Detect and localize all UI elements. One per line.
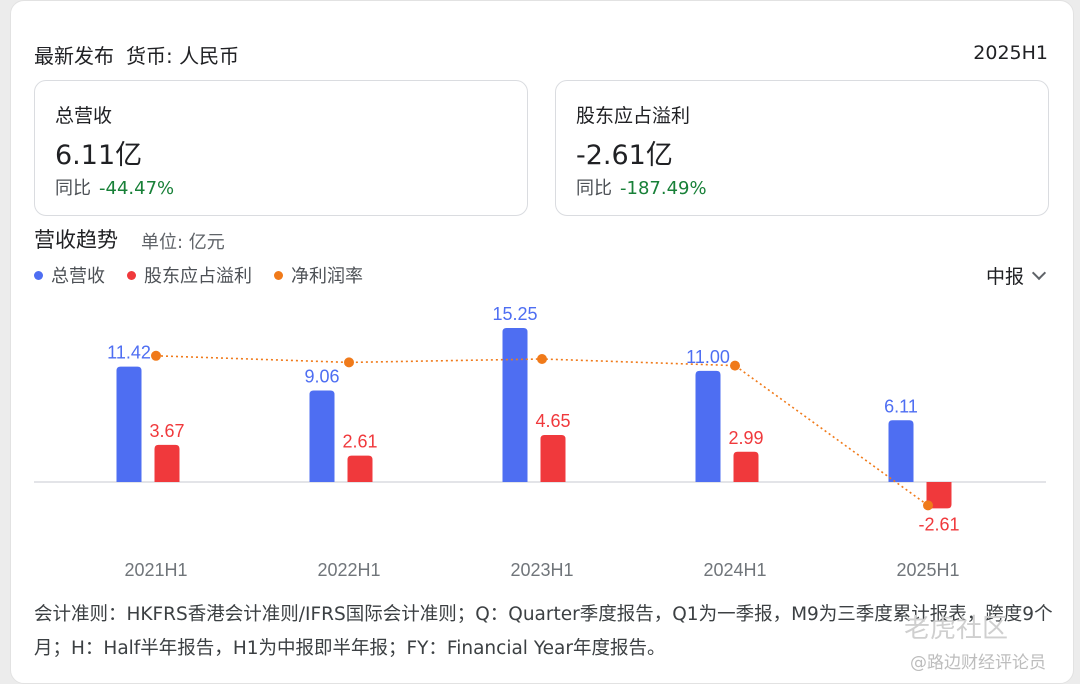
report-period: 2025H1 — [973, 42, 1048, 64]
watermark-logo: 老虎社区 — [904, 614, 1009, 644]
footnote: 会计准则：HKFRS香港会计准则/IFRS国际会计准则；Q：Quarter季度报… — [34, 604, 1053, 659]
section-title: 营收趋势 — [34, 228, 118, 252]
legend-label: 净利润率 — [291, 266, 363, 287]
legend-item-revenue[interactable]: 总营收 — [34, 262, 105, 288]
metric-value: 6.11亿 — [55, 140, 143, 171]
x-tick-label: 2021H1 — [124, 560, 187, 580]
legend-item-margin[interactable]: 净利润率 — [274, 262, 363, 288]
header-title-row: 最新发布 货币: 人民币 — [34, 40, 239, 69]
metric-card-profit[interactable]: 股东应占溢利 -2.61亿 同比 -187.49% — [555, 80, 1049, 216]
bar-profit — [154, 444, 180, 482]
yoy-label: 同比 — [55, 178, 91, 199]
yoy-label: 同比 — [576, 178, 612, 199]
data-label-revenue: 11.00 — [686, 347, 730, 367]
chevron-down-icon — [1031, 265, 1047, 280]
metric-yoy: 同比 -187.49% — [576, 174, 707, 200]
bar-profit — [926, 482, 952, 509]
yoy-value: -44.47% — [99, 178, 175, 199]
point-net-margin — [151, 350, 161, 361]
header-title: 最新发布 — [34, 44, 114, 68]
bar-revenue — [116, 366, 142, 482]
legend-dot-margin — [274, 270, 283, 280]
bar-profit — [347, 455, 373, 482]
legend-label: 股东应占溢利 — [144, 266, 252, 287]
bar-revenue — [695, 370, 721, 482]
point-net-margin — [537, 354, 547, 364]
legend-label: 总营收 — [51, 266, 105, 287]
x-tick-label: 2024H1 — [703, 560, 766, 580]
legend-dot-profit — [127, 270, 136, 280]
data-label-profit: -2.61 — [918, 514, 959, 534]
data-label-revenue: 15.25 — [492, 304, 537, 324]
x-tick-label: 2022H1 — [317, 560, 380, 580]
metric-value: -2.61亿 — [576, 140, 673, 171]
yoy-value: -187.49% — [620, 178, 707, 199]
currency-label: 货币: 人民币 — [126, 44, 240, 68]
bar-revenue — [309, 390, 335, 482]
bar-revenue — [888, 420, 914, 482]
point-net-margin — [344, 357, 354, 368]
bar-profit — [733, 451, 759, 482]
legend-item-profit[interactable]: 股东应占溢利 — [127, 262, 252, 288]
data-label-profit: 3.67 — [149, 421, 184, 441]
revenue-trend-chart: 11.42 3.67 2021H1 9.06 2.61 2022H1 15.25 4.65 20… — [34, 304, 1046, 580]
x-tick-label: 2023H1 — [510, 560, 573, 580]
data-label-revenue: 11.42 — [107, 343, 151, 363]
data-label-profit: 2.61 — [342, 432, 377, 452]
point-net-margin — [923, 500, 933, 511]
data-label-revenue: 9.06 — [304, 366, 339, 386]
legend-dot-revenue — [34, 270, 43, 280]
point-net-margin — [730, 360, 740, 371]
period-dropdown[interactable]: 中报 — [985, 262, 1047, 289]
bar-profit — [540, 435, 566, 482]
data-label-profit: 2.99 — [728, 428, 763, 448]
data-label-profit: 4.65 — [535, 411, 570, 431]
metric-card-revenue[interactable]: 总营收 6.11亿 同比 -44.47% — [34, 80, 528, 216]
watermark-author: @路边财经评论员 — [910, 653, 1046, 673]
bar-revenue — [502, 327, 528, 482]
section-unit: 单位: 亿元 — [141, 232, 225, 253]
x-tick-label: 2025H1 — [896, 560, 959, 580]
data-label-revenue: 6.11 — [884, 396, 918, 416]
period-dropdown-label: 中报 — [985, 266, 1024, 288]
metric-label: 股东应占溢利 — [576, 105, 691, 127]
chart-legend: 总营收 股东应占溢利 净利润率 — [34, 262, 363, 288]
metric-yoy: 同比 -44.47% — [55, 174, 174, 200]
metric-label: 总营收 — [55, 105, 113, 127]
